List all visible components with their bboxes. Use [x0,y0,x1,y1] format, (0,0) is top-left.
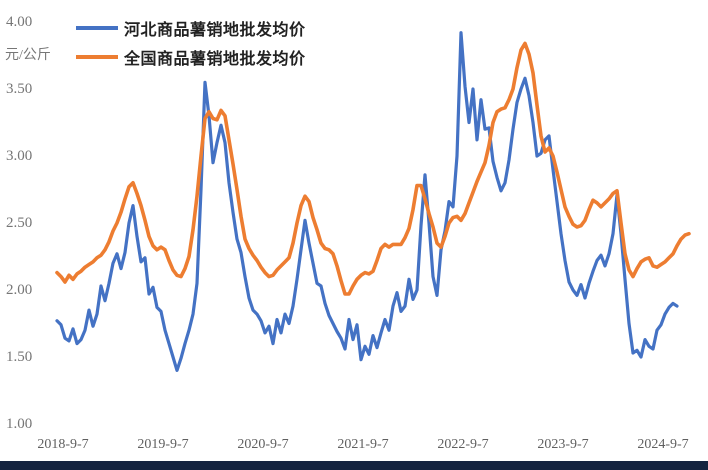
hebei-legend-label: 河北商品薯销地批发均价 [124,19,306,39]
national-legend-label: 全国商品薯销地批发均价 [124,48,306,68]
y-tick-label: 3.00 [6,148,33,164]
y-axis-unit-label: 元/公斤 [5,48,51,63]
hebei-series-line [55,31,679,372]
x-tick-label: 2024-9-7 [637,437,689,452]
y-tick-label: 2.50 [6,215,33,231]
y-tick-label: 1.50 [6,349,33,365]
x-tick-label: 2019-9-7 [137,437,189,452]
legend-item-hebei: 河北商品薯销地批发均价 [76,13,306,42]
y-tick-label: 3.50 [6,81,33,97]
x-tick-label: 2018-9-7 [37,437,89,452]
x-tick-label: 2022-9-7 [437,437,489,452]
bottom-navy-bar [0,461,708,470]
x-tick-label: 2023-9-7 [537,437,589,452]
legend-item-national: 全国商品薯销地批发均价 [76,42,306,71]
national-line-swatch [76,54,118,59]
y-tick-label: 2.00 [6,282,33,298]
x-tick-label: 2021-9-7 [337,437,389,452]
y-tick-label: 1.00 [6,416,33,432]
national-series-line [55,41,691,296]
hebei-line-swatch [76,25,118,30]
x-tick-label: 2020-9-7 [237,437,289,452]
legend: 河北商品薯销地批发均价 全国商品薯销地批发均价 [76,13,306,71]
y-tick-label: 4.00 [6,14,33,30]
